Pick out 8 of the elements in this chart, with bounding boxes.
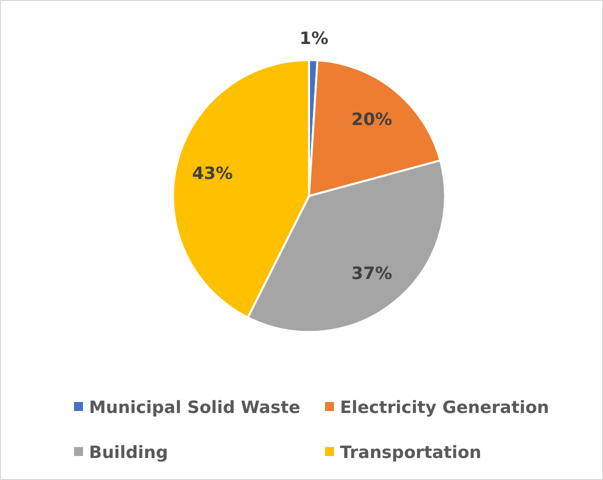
- legend-label: Electricity Generation: [340, 398, 550, 418]
- data-label: 43%: [192, 164, 233, 184]
- legend-label: Building: [89, 442, 168, 463]
- data-label: 37%: [351, 264, 392, 284]
- data-label: 20%: [351, 110, 392, 130]
- data-label: 1%: [299, 29, 328, 50]
- legend-label: Municipal Solid Waste: [89, 398, 300, 418]
- legend-label: Transportation: [340, 442, 482, 463]
